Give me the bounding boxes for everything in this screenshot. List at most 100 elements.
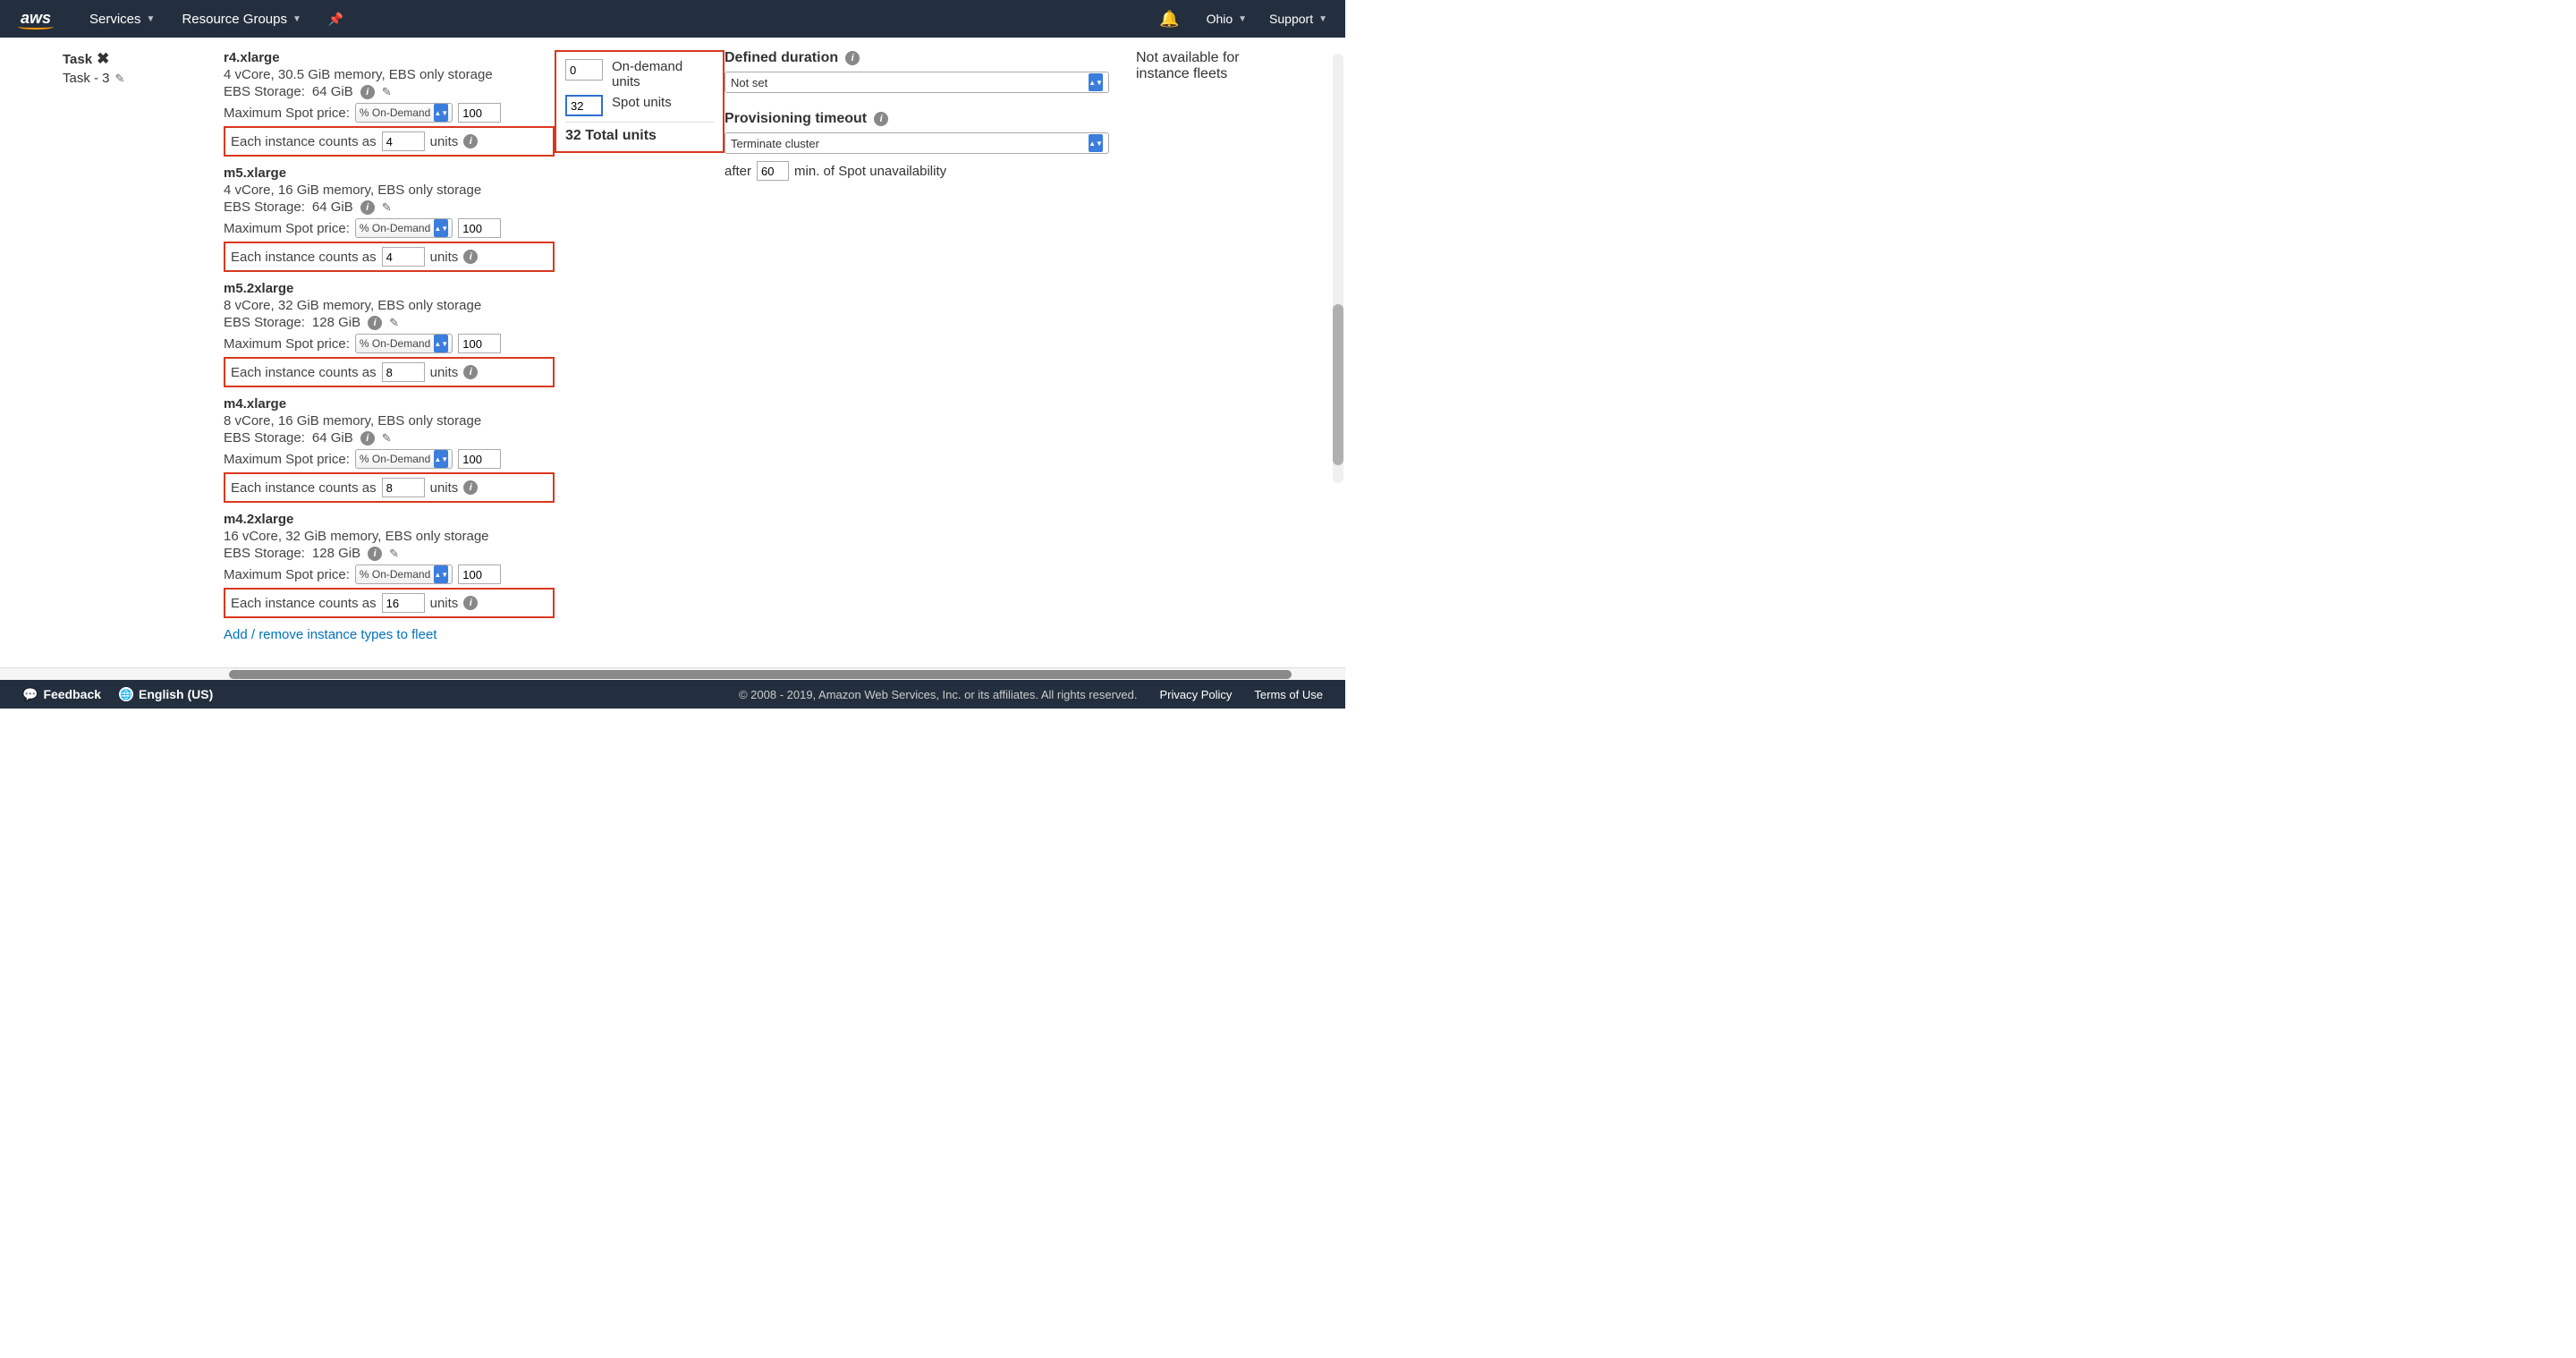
info-icon[interactable]: i: [463, 134, 478, 149]
language-selector[interactable]: 🌐 English (US): [119, 687, 213, 701]
task-title-text: Task: [63, 52, 92, 67]
instance-units-input[interactable]: [382, 362, 425, 382]
spot-mode-select[interactable]: % On-Demand ▲▼: [355, 564, 453, 584]
ebs-storage-row: EBS Storage: 64 GiB i ✎: [224, 430, 555, 446]
ebs-storage-row: EBS Storage: 64 GiB i ✎: [224, 199, 555, 215]
info-icon[interactable]: i: [360, 85, 375, 99]
ebs-label: EBS Storage:: [224, 84, 305, 99]
select-arrow-icon: ▲▼: [1089, 73, 1103, 91]
spot-mode-select[interactable]: % On-Demand ▲▼: [355, 218, 453, 238]
instance-name: r4.xlarge: [224, 50, 555, 65]
spot-price-row: Maximum Spot price: % On-Demand ▲▼: [224, 218, 555, 238]
info-icon[interactable]: i: [463, 250, 478, 264]
nav-services-label: Services: [89, 12, 141, 27]
select-arrow-icon: ▲▼: [1089, 134, 1103, 152]
edit-icon[interactable]: ✎: [389, 547, 399, 561]
edit-icon[interactable]: ✎: [389, 316, 399, 330]
spot-mode-select[interactable]: % On-Demand ▲▼: [355, 103, 453, 123]
instance-spec: 8 vCore, 32 GiB memory, EBS only storage: [224, 298, 555, 313]
feedback-link[interactable]: 💬 Feedback: [22, 687, 101, 702]
horizontal-scrollbar[interactable]: [0, 667, 1345, 680]
add-remove-instance-types-link[interactable]: Add / remove instance types to fleet: [224, 627, 555, 642]
terms-link[interactable]: Terms of Use: [1254, 688, 1323, 701]
edit-icon[interactable]: ✎: [382, 431, 392, 446]
info-icon[interactable]: i: [874, 112, 888, 126]
spot-units-input[interactable]: [565, 95, 603, 116]
ebs-value: 128 GiB: [312, 315, 360, 330]
caret-down-icon: ▼: [1238, 14, 1247, 24]
ebs-value: 64 GiB: [312, 430, 353, 446]
spot-price-input[interactable]: [458, 103, 501, 123]
info-icon[interactable]: i: [463, 365, 478, 379]
info-icon[interactable]: i: [360, 431, 375, 446]
privacy-link[interactable]: Privacy Policy: [1160, 688, 1233, 701]
spot-price-input[interactable]: [458, 334, 501, 353]
instance-name: m4.2xlarge: [224, 512, 555, 527]
timeout-minutes-input[interactable]: [757, 161, 789, 181]
aws-logo[interactable]: aws: [18, 9, 54, 30]
defined-duration-value: Not set: [731, 76, 767, 89]
globe-icon: 🌐: [119, 687, 133, 701]
instance-units-input[interactable]: [382, 247, 425, 267]
nav-services[interactable]: Services ▼: [89, 12, 155, 27]
info-icon[interactable]: i: [360, 200, 375, 215]
defined-duration-select[interactable]: Not set ▲▼: [724, 72, 1109, 93]
on-demand-units-input[interactable]: [565, 59, 603, 81]
spot-price-input[interactable]: [458, 449, 501, 469]
timeout-after-row: after min. of Spot unavailability: [724, 161, 1127, 181]
instance-units-input[interactable]: [382, 478, 425, 497]
instance-counts-row: Each instance counts as units i: [224, 588, 555, 618]
spot-price-input[interactable]: [458, 218, 501, 238]
scrollbar-thumb[interactable]: [1333, 304, 1343, 465]
edit-icon[interactable]: ✎: [382, 200, 392, 215]
language-label: English (US): [139, 687, 213, 701]
edit-icon[interactable]: ✎: [115, 72, 125, 86]
instance-units-input[interactable]: [382, 132, 425, 151]
defined-duration-text: Defined duration: [724, 50, 838, 66]
instance-spec: 4 vCore, 30.5 GiB memory, EBS only stora…: [224, 67, 555, 82]
support-label: Support: [1269, 12, 1313, 26]
ebs-storage-row: EBS Storage: 128 GiB i ✎: [224, 315, 555, 330]
instance-counts-row: Each instance counts as units i: [224, 126, 555, 157]
units-column: On-demand units Spot units 32 Total unit…: [555, 50, 724, 642]
region-selector[interactable]: Ohio ▼: [1207, 12, 1247, 26]
spot-price-row: Maximum Spot price: % On-Demand ▲▼: [224, 449, 555, 469]
provisioning-timeout-value: Terminate cluster: [731, 137, 819, 150]
nav-resource-groups[interactable]: Resource Groups ▼: [182, 12, 301, 27]
info-icon[interactable]: i: [463, 480, 478, 495]
on-demand-units-row: On-demand units: [565, 59, 714, 89]
instance-spec: 16 vCore, 32 GiB memory, EBS only storag…: [224, 529, 555, 544]
instance-name: m5.xlarge: [224, 166, 555, 181]
spot-price-label: Maximum Spot price:: [224, 221, 350, 236]
spot-units-label: Spot units: [612, 95, 672, 110]
units-divider: [565, 122, 714, 123]
edit-icon[interactable]: ✎: [382, 85, 392, 99]
caret-down-icon: ▼: [1318, 14, 1327, 24]
spot-mode-select[interactable]: % On-Demand ▲▼: [355, 449, 453, 469]
instance-units-input[interactable]: [382, 593, 425, 613]
instance-counts-row: Each instance counts as units i: [224, 357, 555, 387]
spot-price-label: Maximum Spot price:: [224, 336, 350, 352]
select-arrow-icon: ▲▼: [434, 450, 448, 468]
provisioning-timeout-select[interactable]: Terminate cluster ▲▼: [724, 132, 1109, 154]
spot-mode-select[interactable]: % On-Demand ▲▼: [355, 334, 453, 353]
info-icon[interactable]: i: [845, 51, 860, 65]
pin-icon[interactable]: 📌: [328, 12, 343, 27]
vertical-scrollbar[interactable]: [1333, 54, 1343, 483]
instance-block: m5.xlarge 4 vCore, 16 GiB memory, EBS on…: [224, 166, 555, 272]
after-prefix: after: [724, 164, 751, 179]
info-icon[interactable]: i: [368, 316, 382, 330]
ebs-value: 64 GiB: [312, 84, 353, 99]
chat-icon: 💬: [22, 687, 38, 702]
bell-icon[interactable]: 🔔: [1159, 10, 1179, 29]
close-icon[interactable]: ✖: [97, 50, 109, 68]
scrollbar-thumb[interactable]: [229, 670, 1292, 679]
info-icon[interactable]: i: [463, 596, 478, 610]
region-label: Ohio: [1207, 12, 1233, 26]
units-box: On-demand units Spot units 32 Total unit…: [555, 50, 724, 153]
spot-price-row: Maximum Spot price: % On-Demand ▲▼: [224, 334, 555, 353]
info-icon[interactable]: i: [368, 547, 382, 561]
spot-price-input[interactable]: [458, 564, 501, 584]
counts-prefix: Each instance counts as: [231, 480, 377, 496]
support-menu[interactable]: Support ▼: [1269, 12, 1327, 26]
